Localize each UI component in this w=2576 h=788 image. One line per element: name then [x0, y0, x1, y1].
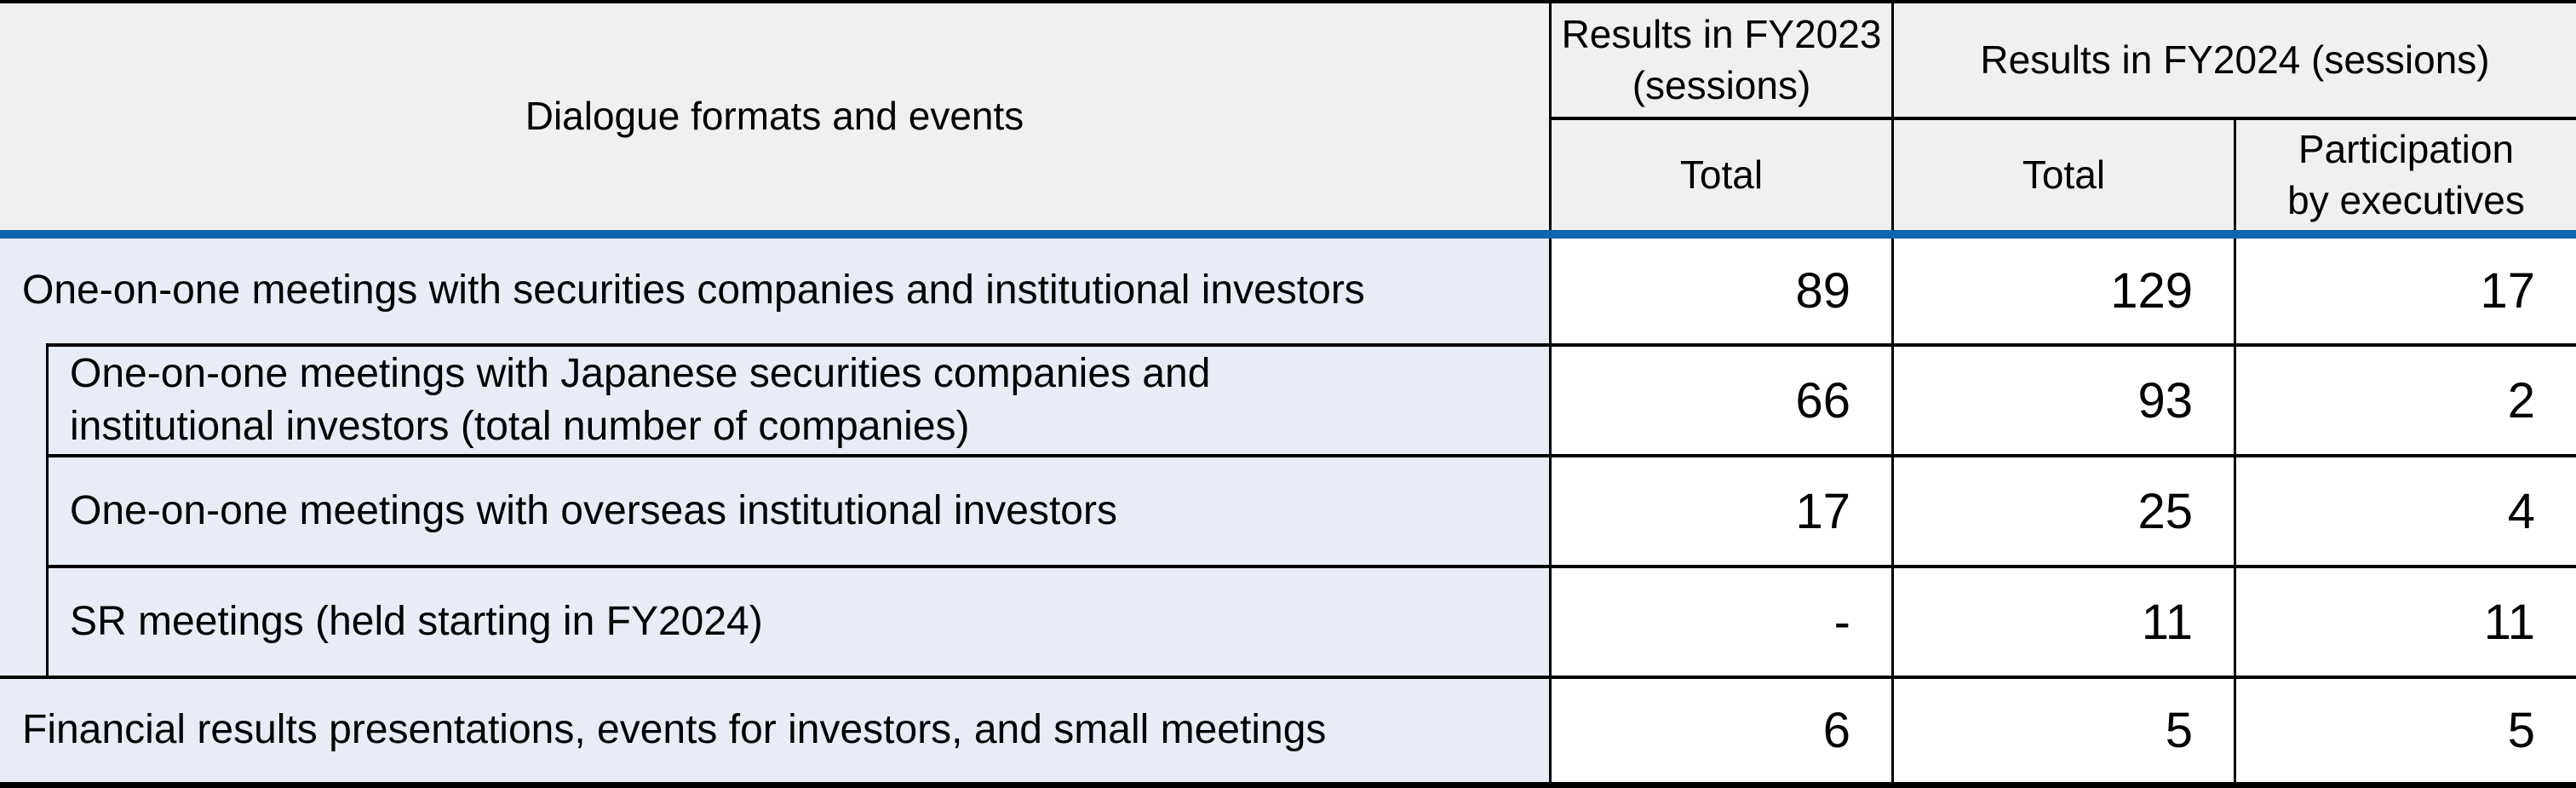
row-value-fy2024-participation: 2: [2234, 343, 2576, 454]
row-label: SR meetings (held starting in FY2024): [46, 565, 1549, 676]
row-indent-spacer: [0, 343, 46, 454]
row-value-fy2024-participation: 11: [2234, 565, 2576, 676]
row-value-fy2024-total: 25: [1891, 454, 2234, 565]
row-value-fy2024-participation: 4: [2234, 454, 2576, 565]
header-dialogue-formats: Dialogue formats and events: [0, 3, 1549, 230]
row-value-fy2024-participation: 17: [2234, 239, 2576, 343]
row-value-fy2024-participation: 5: [2234, 676, 2576, 782]
row-indent-spacer: [0, 565, 46, 676]
header-fy2024-participation: Participation by executives: [2234, 117, 2576, 230]
row-value-fy2023-total: 6: [1549, 676, 1891, 782]
row-value-fy2024-total: 11: [1891, 565, 2234, 676]
row-value-fy2024-total: 5: [1891, 676, 2234, 782]
header-fy2023-total: Total: [1549, 117, 1891, 230]
header-fy2024: Results in FY2024 (sessions): [1891, 3, 2576, 117]
row-indent-spacer: [0, 454, 46, 565]
row-label: One-on-one meetings with securities comp…: [0, 239, 1549, 343]
row-label: One-on-one meetings with overseas instit…: [46, 454, 1549, 565]
row-value-fy2023-total: 17: [1549, 454, 1891, 565]
row-value-fy2023-total: 66: [1549, 343, 1891, 454]
header-fy2023: Results in FY2023 (sessions): [1549, 3, 1891, 117]
header-fy2024-total: Total: [1891, 117, 2234, 230]
row-value-fy2023-total: 89: [1549, 239, 1891, 343]
row-label: Financial results presentations, events …: [0, 676, 1549, 782]
row-label: One-on-one meetings with Japanese securi…: [46, 343, 1549, 454]
row-value-fy2023-total: -: [1549, 565, 1891, 676]
row-value-fy2024-total: 93: [1891, 343, 2234, 454]
header-accent-line: [0, 230, 2576, 239]
row-value-fy2024-total: 129: [1891, 239, 2234, 343]
